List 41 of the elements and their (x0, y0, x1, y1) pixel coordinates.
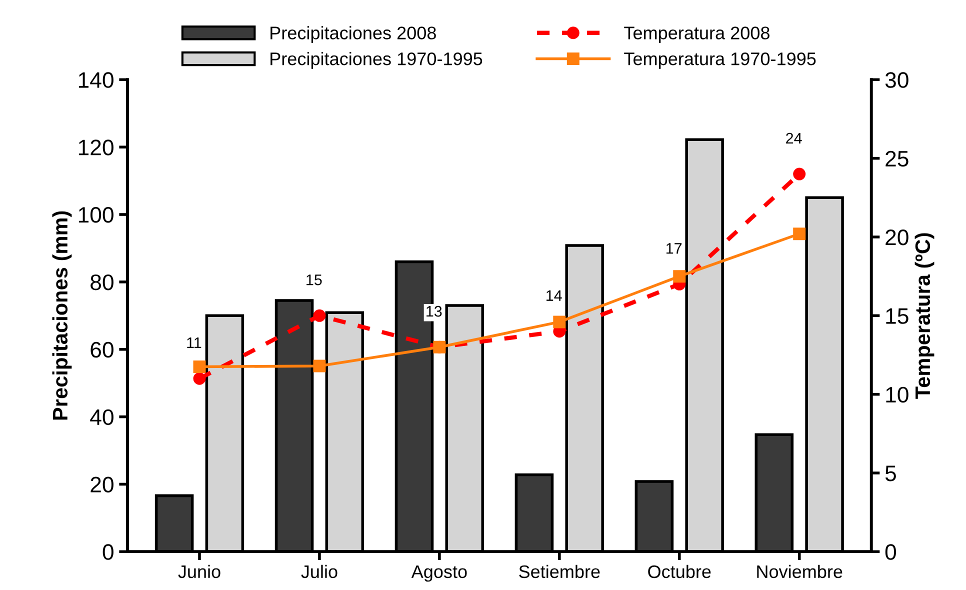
point (193, 372, 206, 385)
y2-tick-label: 25 (886, 150, 908, 167)
x-tick-label: Octubre (648, 564, 711, 578)
y-tick-label: 120 (78, 140, 114, 156)
y-tick-label: 140 (78, 72, 114, 88)
y2-tick-label: 10 (886, 386, 908, 403)
legend-label: Precipitaciones 2008 (270, 26, 436, 43)
legend-label: Precipitaciones 1970-1995 (270, 52, 482, 69)
data-label: 24 (786, 132, 802, 144)
point (553, 316, 566, 328)
x-tick-label: Setiembre (519, 564, 600, 578)
y-tick-label: 0 (102, 544, 114, 560)
point (313, 309, 326, 322)
x-tick-label: Julio (301, 564, 338, 578)
y-tick-label: 100 (78, 207, 114, 223)
y2-tick-label: 20 (886, 230, 908, 246)
data-label: 17 (666, 243, 682, 254)
point (313, 360, 326, 372)
legend-label: Temperatura 2008 (624, 26, 770, 43)
data-label: 15 (306, 274, 322, 286)
point (793, 228, 806, 240)
y2-tick-label: 5 (885, 466, 896, 482)
x-tick-label: Agosto (411, 566, 467, 582)
y-tick-label: 20 (90, 476, 114, 492)
legend-label: Temperatura 1970-1995 (624, 52, 816, 69)
y-tick-label: 40 (90, 409, 114, 426)
y-tick-label: 60 (90, 342, 114, 358)
x-tick-label: Junio (178, 564, 220, 578)
y2-tick-label: 30 (885, 72, 908, 88)
data-label: 13 (426, 306, 442, 317)
point (193, 360, 206, 374)
y-tick-label: 80 (90, 274, 114, 290)
y2-axis-title: Temperatura (ºC) (914, 233, 934, 399)
point (673, 270, 686, 283)
y2-tick-label: 15 (886, 308, 908, 324)
y-axis-title: Precipitaciones (mm) (52, 211, 72, 420)
y2-tick-label: 0 (885, 544, 896, 560)
data-label: 14 (546, 290, 562, 301)
x-tick-label: Noviembre (757, 564, 842, 578)
data-label: 11 (187, 338, 202, 348)
point (793, 168, 806, 180)
